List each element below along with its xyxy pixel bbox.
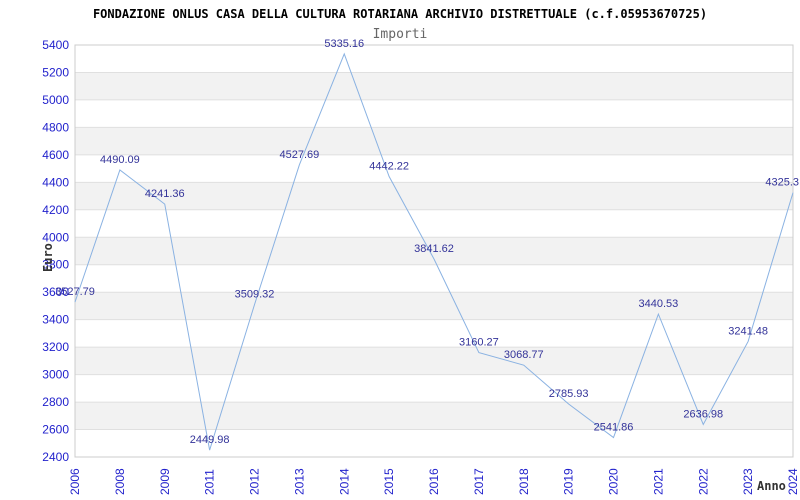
plot-band [75,292,793,320]
x-tick-label: 2008 [113,468,127,495]
x-tick-label: 2019 [562,468,576,495]
x-tick-label: 2023 [741,468,755,495]
x-tick-label: 2018 [517,468,531,495]
x-tick-label: 2022 [696,468,710,495]
y-tick-label: 3400 [42,313,69,327]
data-label: 4490.09 [100,154,140,166]
data-line [74,52,794,451]
data-label: 4325.3 [765,177,799,189]
y-tick-label: 3600 [42,285,69,299]
x-tick-label: 2020 [607,468,621,495]
x-tick-label: 2017 [472,468,486,495]
y-tick-label: 4600 [42,148,69,162]
plot-band [75,127,793,155]
plot-band [75,72,793,100]
x-axis-title: Anno [757,479,786,493]
y-tick-label: 5200 [42,65,69,79]
data-label: 2636.98 [683,408,723,420]
x-tick-label: 2011 [203,469,217,495]
x-tick-label: 2024 [786,468,800,495]
data-label: 3527.79 [55,286,95,298]
data-label: 4527.69 [279,149,319,161]
y-tick-label: 3800 [42,258,69,272]
y-tick-label: 3000 [42,368,69,382]
plot-band [75,182,793,210]
y-tick-label: 4400 [42,175,69,189]
data-label: 4442.22 [369,161,409,173]
data-label: 4241.36 [145,188,185,200]
x-tick-label: 2009 [158,468,172,495]
data-label: 3068.77 [504,349,544,361]
data-label: 3841.62 [414,243,454,255]
y-tick-label: 2800 [42,395,69,409]
x-tick-label: 2014 [337,468,351,495]
plot-band [75,347,793,375]
data-label: 3509.32 [235,289,275,301]
chart-subtitle: Importi [372,27,428,42]
data-label: 2785.93 [549,388,589,400]
y-tick-label: 2400 [42,450,69,464]
x-tick-label: 2015 [382,468,396,495]
x-tick-label: 2021 [651,468,665,495]
plot-band [75,402,793,430]
x-tick-label: 2012 [248,468,262,495]
y-tick-label: 4000 [42,230,69,244]
plot-border [74,44,794,458]
y-tick-label: 2600 [42,423,69,437]
data-label: 2449.98 [190,434,230,446]
data-label: 3440.53 [638,298,678,310]
x-tick-label: 2016 [427,468,441,495]
x-tick-label: 2013 [292,468,306,495]
chart-title: FONDAZIONE ONLUS CASA DELLA CULTURA ROTA… [92,7,708,21]
y-tick-label: 5000 [42,93,69,107]
y-axis-title: Euro [41,243,55,272]
data-label: 2541.86 [594,422,634,434]
x-tick-label: 2006 [68,468,82,495]
y-tick-label: 4800 [42,120,69,134]
data-label: 3241.48 [728,325,768,337]
y-tick-label: 5400 [42,38,69,52]
y-tick-label: 4200 [42,203,69,217]
data-label: 5335.16 [324,38,364,50]
y-tick-label: 3200 [42,340,69,354]
data-label: 3160.27 [459,337,499,349]
